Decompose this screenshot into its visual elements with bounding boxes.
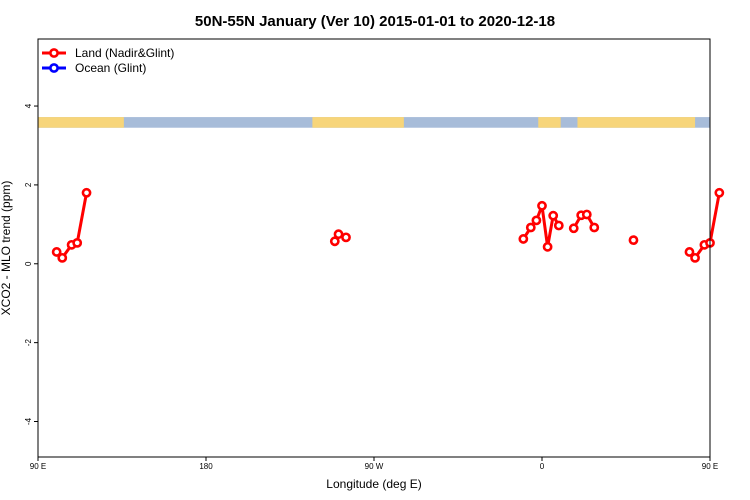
land-ocean-band: [38, 117, 710, 128]
x-tick-label: 90 E: [702, 462, 718, 471]
y-tick-label: 4: [24, 103, 33, 108]
series-layer: [51, 187, 725, 263]
data-point: [525, 222, 536, 233]
legend: Land (Nadir&Glint)Ocean (Glint): [42, 46, 174, 75]
y-axis: -4 -2 0 2 4: [24, 103, 38, 425]
x-tick-label: 0: [540, 462, 545, 471]
data-point: [531, 215, 542, 226]
data-point: [714, 187, 725, 198]
plot-frame: [37, 38, 711, 458]
data-point: [341, 232, 351, 243]
data-point: [581, 209, 592, 220]
land-band-segment: [538, 117, 561, 128]
x-axis: 90 E 180 90 W 0 90 E: [30, 457, 718, 471]
legend-marker: [49, 63, 59, 73]
data-point: [329, 236, 340, 247]
y-axis-label: XCO2 - MLO trend (ppm): [0, 181, 13, 316]
data-point: [72, 237, 83, 248]
data-point: [690, 252, 700, 263]
legend-label: Ocean (Glint): [75, 61, 146, 75]
x-axis-label: Longitude (deg E): [326, 477, 421, 491]
land-band-segment: [312, 117, 404, 128]
data-point: [333, 229, 344, 240]
data-point: [568, 223, 579, 234]
legend-marker: [49, 48, 59, 58]
data-point: [518, 234, 529, 244]
x-tick-label: 180: [199, 462, 213, 471]
data-point: [553, 220, 564, 231]
series-0: [51, 187, 725, 263]
x-tick-label: 90 W: [365, 462, 384, 471]
data-point: [57, 252, 68, 263]
y-tick-label: -2: [24, 339, 33, 347]
data-point: [81, 187, 92, 198]
land-band-segment: [38, 117, 124, 128]
x-tick-label: 90 E: [30, 462, 46, 471]
data-point: [548, 210, 559, 221]
data-point: [542, 241, 553, 252]
legend-label: Land (Nadir&Glint): [75, 46, 174, 60]
chart-title: 50N-55N January (Ver 10) 2015-01-01 to 2…: [195, 13, 555, 30]
y-tick-label: 2: [24, 182, 33, 187]
data-point: [684, 247, 695, 257]
data-point: [589, 222, 600, 233]
y-tick-label: -4: [24, 417, 33, 425]
data-point: [628, 235, 639, 246]
y-tick-label: 0: [24, 261, 33, 266]
data-point: [537, 200, 547, 211]
data-point: [51, 247, 62, 257]
land-band-segment: [577, 117, 696, 128]
